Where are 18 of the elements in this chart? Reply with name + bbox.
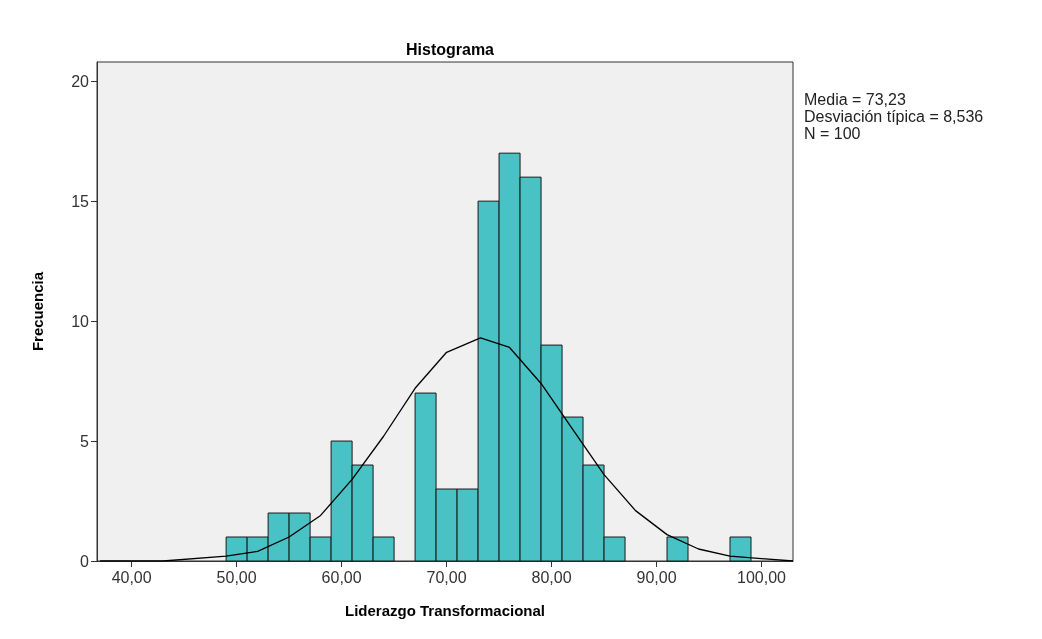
- text: Media = 73,23: [804, 91, 906, 108]
- x-axis-title: Liderazgo Transformacional: [344, 602, 546, 619]
- x-tick-label: 70,00: [426, 568, 467, 586]
- x-tick-label: 100,00: [737, 568, 787, 586]
- y-tick-label: 10: [71, 312, 90, 330]
- y-tick-label: 15: [71, 192, 90, 210]
- y-tick-label: 20: [71, 72, 90, 90]
- y-axis-title: Frecuencia: [29, 271, 46, 352]
- x-tick-label: 90,00: [636, 568, 677, 586]
- y-tick-label: 0: [80, 552, 90, 570]
- y-tick-label: 5: [80, 432, 90, 450]
- text: N = 100: [804, 125, 861, 142]
- x-tick-label: 60,00: [321, 568, 362, 586]
- x-tick-label: 80,00: [531, 568, 572, 586]
- chart-title: Histograma: [405, 40, 495, 58]
- x-tick-label: 40,00: [111, 568, 152, 586]
- text: Desviación típica = 8,536: [804, 108, 984, 125]
- x-tick-label: 50,00: [216, 568, 257, 586]
